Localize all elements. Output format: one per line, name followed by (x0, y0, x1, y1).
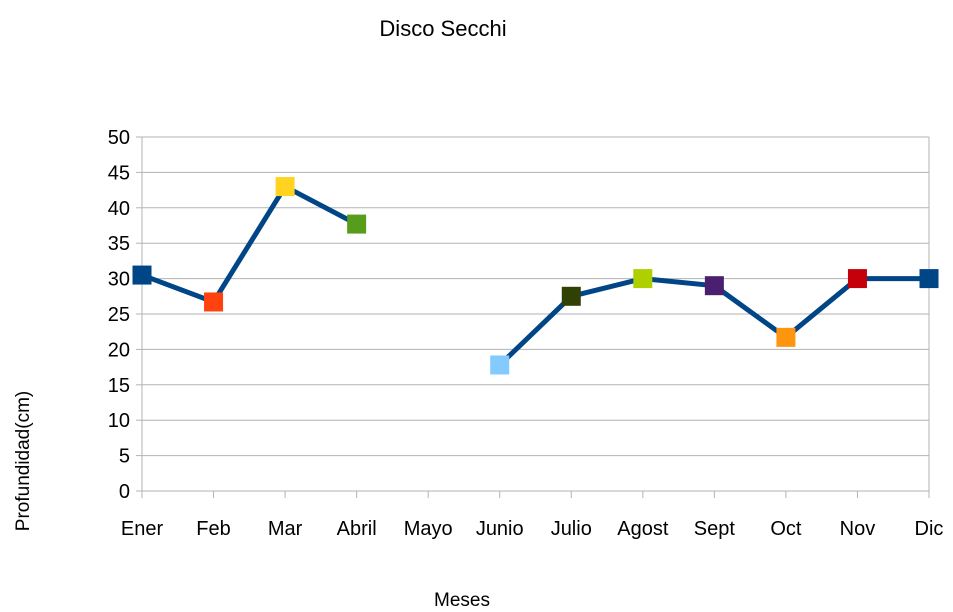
x-tick-label: Ener (121, 518, 164, 540)
y-tick-label: 35 (108, 233, 130, 255)
x-tick-label: Sept (694, 518, 736, 540)
y-tick-label: 5 (119, 446, 130, 468)
data-point-marker (847, 269, 867, 289)
x-tick-label: Dic (915, 518, 944, 540)
y-tick-label: 10 (108, 410, 130, 432)
data-point-marker (347, 214, 367, 234)
y-tick-label: 50 (108, 127, 130, 149)
data-point-marker (776, 327, 796, 347)
y-tick-label: 15 (108, 375, 130, 397)
series-line (139, 184, 360, 305)
data-point-marker (704, 276, 724, 296)
y-tick-label: 20 (108, 339, 130, 361)
y-tick-label: 25 (108, 304, 130, 326)
x-tick-label: Mayo (404, 518, 453, 540)
y-axis-label: Profundidad(cm) (13, 391, 34, 531)
x-tick-label: Julio (551, 518, 592, 540)
data-point-marker (275, 177, 295, 197)
data-point-marker (490, 355, 510, 375)
x-tick-label: Oct (770, 518, 802, 540)
x-axis-label: Meses (434, 590, 490, 611)
x-tick-label: Feb (196, 518, 230, 540)
chart-title: Disco Secchi (379, 16, 506, 41)
y-tick-label: 0 (119, 481, 130, 503)
x-tick-label: Agost (617, 518, 669, 540)
y-tick-label: 30 (108, 269, 130, 291)
plot-area: 0 5 10 15 20 25 30 35 40 45 50 Ener Feb Mar Abril Mayo J… (108, 127, 944, 540)
data-point-marker (919, 269, 939, 289)
data-point-marker (561, 286, 581, 306)
x-tick-label: Abril (337, 518, 377, 540)
x-tick-label: Nov (840, 518, 876, 540)
data-point-marker (204, 292, 224, 312)
data-point-marker (132, 265, 152, 285)
data-point-marker (633, 269, 653, 289)
x-tick-label: Mar (268, 518, 303, 540)
y-tick-label: 45 (108, 162, 130, 184)
x-tick-label: Junio (476, 518, 524, 540)
y-tick-label: 40 (108, 198, 130, 220)
